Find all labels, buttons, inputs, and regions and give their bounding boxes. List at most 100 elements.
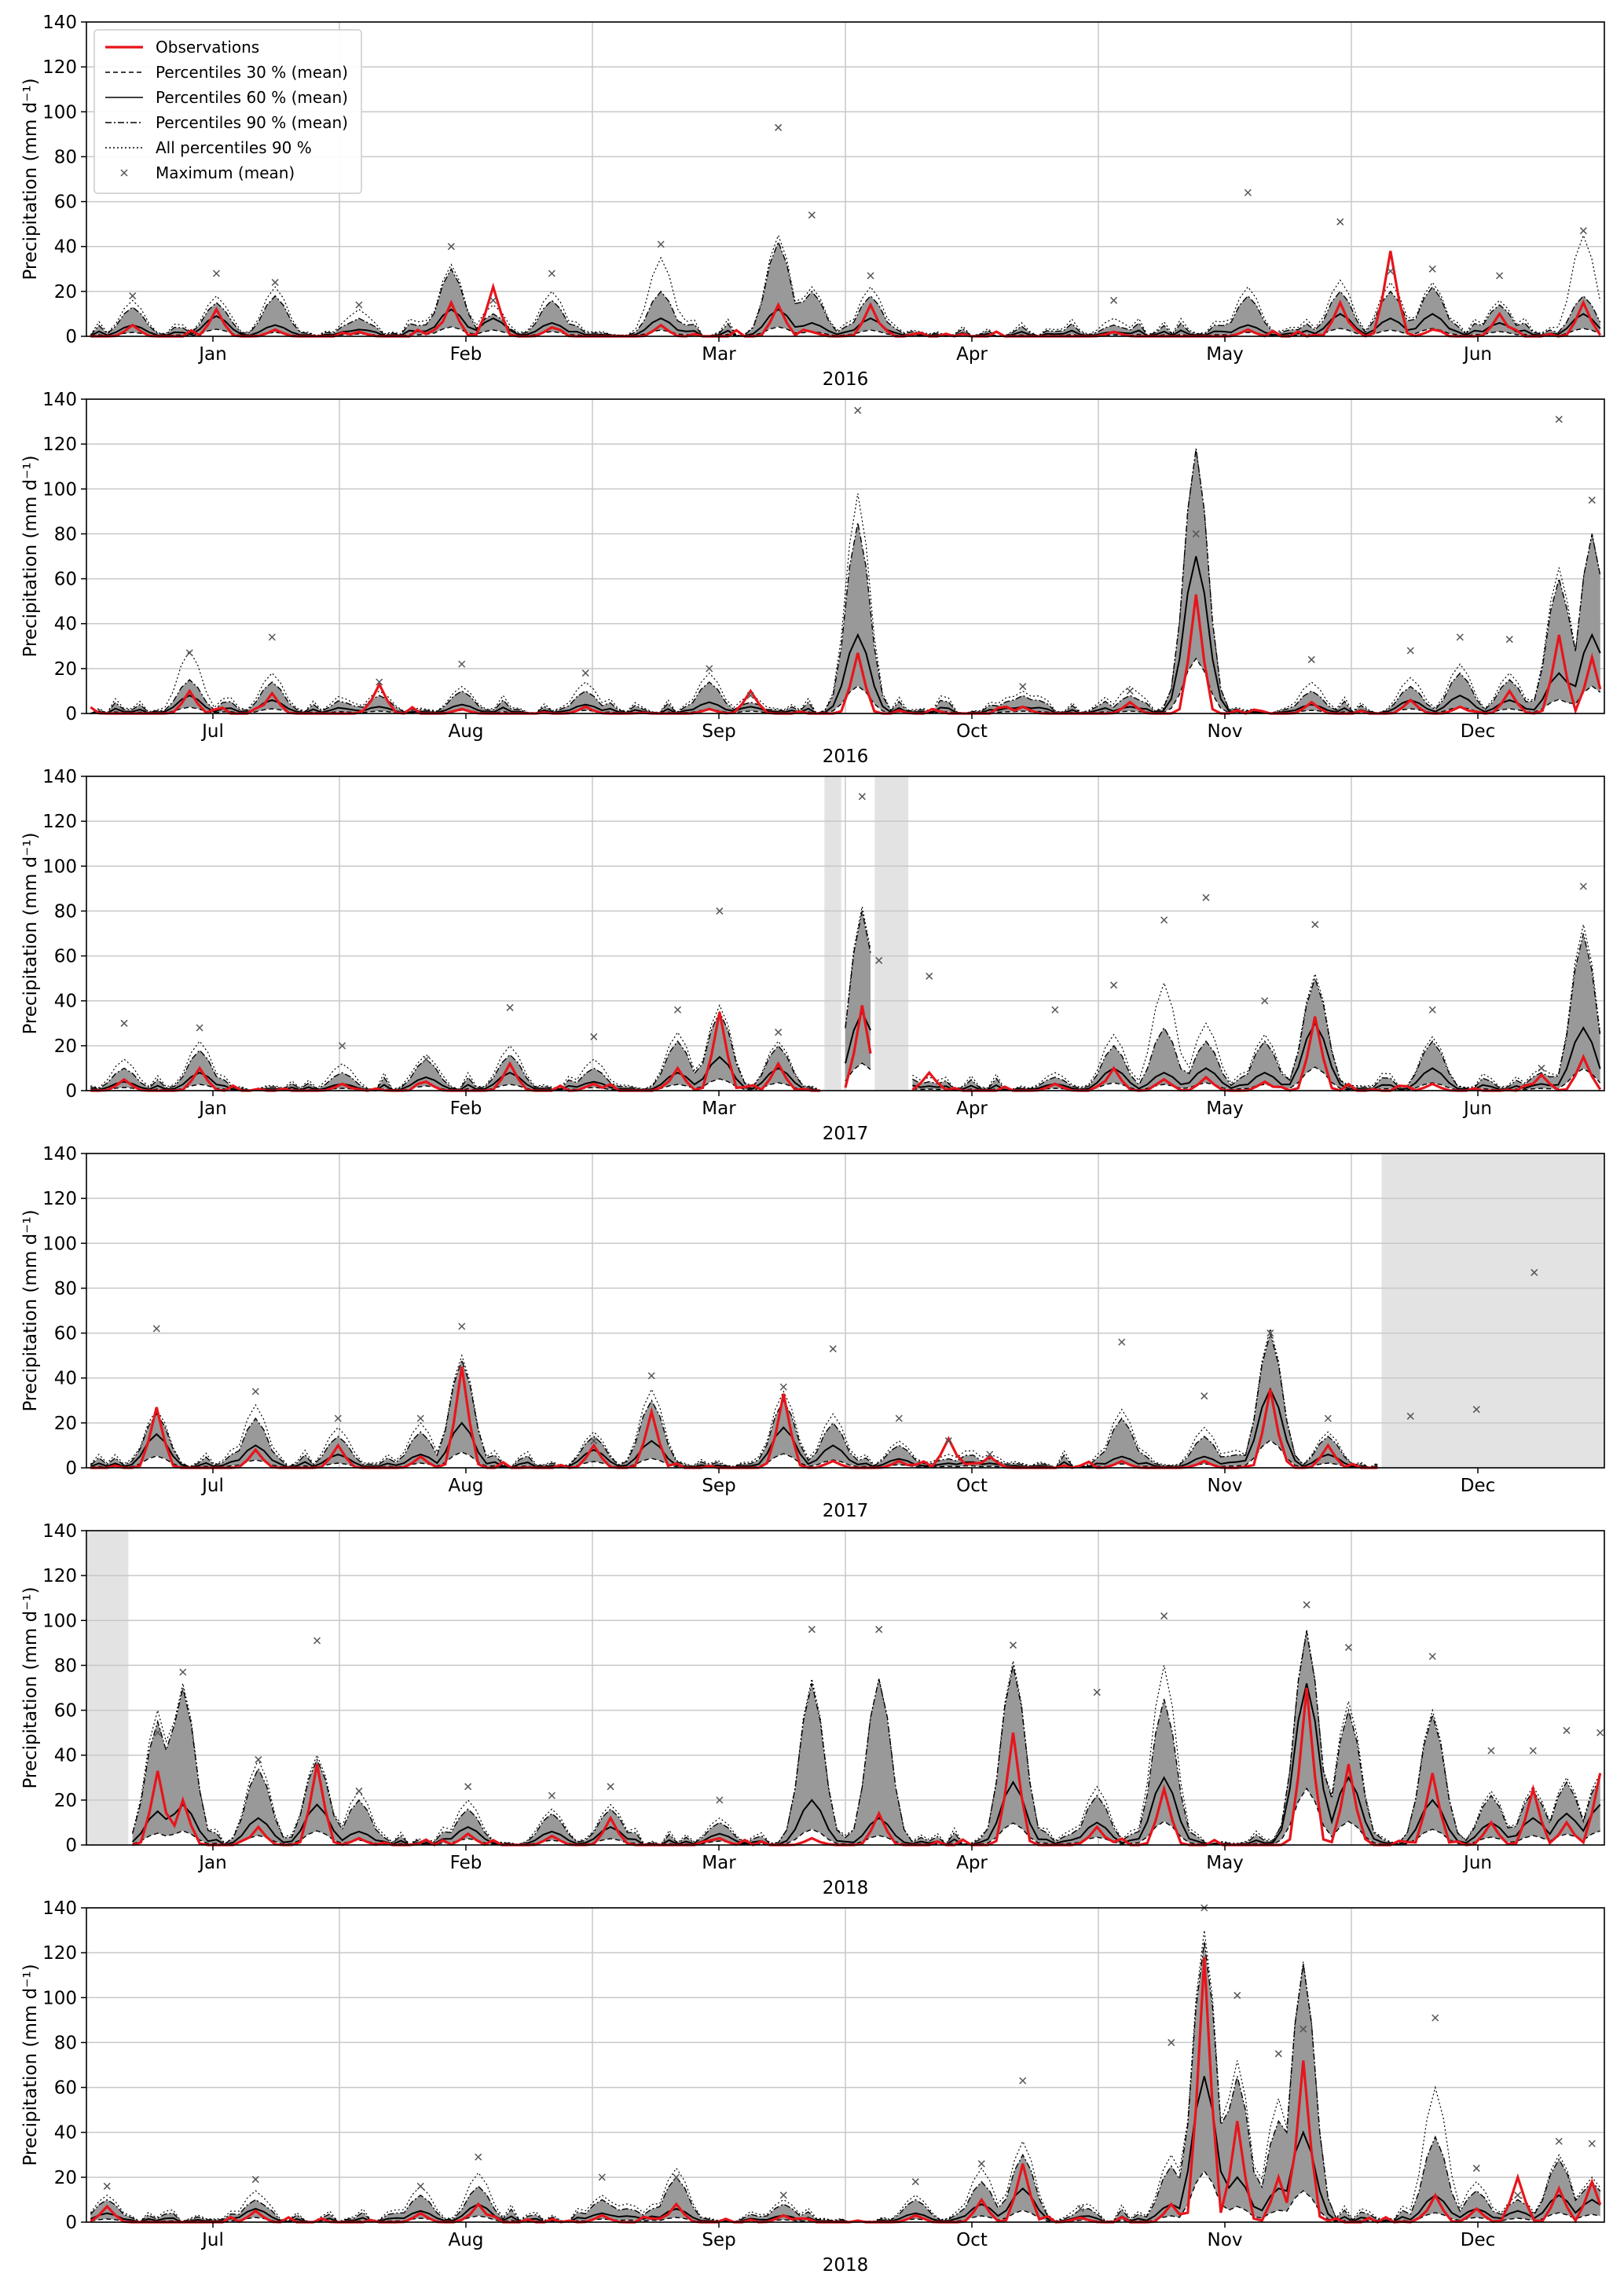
maximum-marker [775,123,783,131]
y-tick-label: 140 [42,1898,77,1919]
missing-data-shade [874,776,909,1091]
chart-panel-3: 0 20 40 60 80 100 120 140 Jan Feb Mar Apr May Jun 2017… [20,767,1605,1144]
maximum-marker [1019,683,1027,691]
plot-frame [86,1153,1605,1469]
y-tick-label: 60 [54,193,77,213]
legend-label: All percentiles 90 % [156,138,312,157]
y-tick-label: 60 [54,2078,77,2099]
x-tick-label: Jul [200,2230,224,2250]
x-tick-label: Jul [200,1476,224,1496]
y-tick-label: 80 [54,901,77,922]
x-axis-label: 2017 [823,1124,869,1144]
maximum-marker [1588,2140,1596,2147]
maximum-marker [1009,1641,1017,1649]
maximum-marker [1202,893,1210,901]
series-percentile-90 [90,1330,1378,1469]
percentile-band [90,242,1600,336]
x-tick-label: Mar [702,344,736,365]
maximum-marker [854,406,862,414]
y-tick-label: 120 [42,1943,77,1964]
maximum-marker [154,1729,162,1737]
y-tick-label: 60 [54,1701,77,1722]
series-percentile-30 [90,326,1600,337]
legend-label: Percentiles 30 % (mean) [156,63,348,82]
maximum-marker [944,1437,952,1445]
maximum-marker [657,240,665,248]
maximum-marker [129,292,137,300]
x-tick-label: Dec [1461,2230,1496,2250]
x-tick-label: Jul [200,721,224,742]
x-tick-label: May [1206,1098,1244,1119]
maximum-marker [1428,1652,1436,1660]
y-tick-label: 60 [54,947,77,967]
legend-label: Observations [156,38,259,57]
maximum-marker [1093,1689,1101,1696]
maximum-marker [1406,647,1414,655]
missing-data-shade [1381,1154,1604,1468]
maximum-marker [1505,636,1513,644]
y-tick-label: 60 [54,570,77,590]
maximum-marker [829,1345,837,1353]
y-axis-label: Precipitation (mm d⁻¹) [20,1586,41,1788]
x-tick-label: Apr [956,344,988,365]
maximum-marker [1406,1412,1414,1420]
legend-label: Percentiles 90 % (mean) [156,113,348,132]
maximum-marker [355,1787,363,1795]
maximum-marker [1387,267,1395,275]
x-axis-label: 2018 [823,2255,869,2276]
series-percentile-60 [90,1387,1378,1469]
maximum-marker [1588,497,1596,504]
x-tick-label: Sep [702,1476,735,1496]
maximum-marker [1324,1414,1332,1422]
y-tick-label: 0 [65,1081,77,1102]
series-percentile-60 [90,556,1601,715]
maximum-marker [1456,633,1464,641]
maximum-marker [1563,1726,1571,1734]
maximum-marker [1344,1644,1352,1652]
y-tick-label: 60 [54,1324,77,1344]
maximum-marker [1307,655,1315,663]
x-tick-label: Mar [702,1853,736,1873]
plot-frame [86,1907,1605,2223]
x-tick-label: Feb [450,1853,482,1873]
plot-frame [86,1530,1605,1846]
y-tick-label: 120 [42,57,77,78]
maximum-marker [506,1003,514,1011]
maximum-marker [548,1792,555,1799]
missing-data-shade [824,776,841,1091]
maximum-marker [271,278,279,286]
maximum-marker [875,1626,883,1634]
series-all-percentiles-90 [90,1930,1601,2223]
y-tick-label: 20 [54,1414,77,1434]
y-tick-label: 120 [42,812,77,832]
maximum-marker [103,2182,111,2190]
y-tick-label: 80 [54,1656,77,1676]
y-tick-label: 100 [42,1988,77,2008]
maximum-marker [1579,882,1587,890]
maximum-marker [464,1783,472,1791]
series-percentile-60 [131,1683,1601,1846]
maximum-marker [1428,265,1436,273]
y-axis-label: Precipitation (mm d⁻¹) [20,1964,41,2166]
percentile-band [90,1012,821,1091]
maximum-marker [1336,218,1344,226]
x-tick-label: Aug [449,721,484,742]
maximum-marker [1555,416,1563,424]
maximum-marker [447,243,455,251]
y-tick-label: 40 [54,1746,77,1766]
maximum-marker [251,2176,259,2184]
y-axis-label: Precipitation (mm d⁻¹) [20,1209,41,1411]
maximum-marker [926,972,933,980]
x-tick-label: Nov [1208,2230,1243,2250]
y-tick-label: 0 [65,704,77,724]
y-tick-label: 80 [54,1278,77,1299]
x-tick-label: Jan [197,1853,226,1873]
plot-frame [86,21,1605,337]
x-tick-label: Oct [956,1476,988,1496]
maximum-marker [598,2173,606,2181]
maximum-marker [339,1042,346,1050]
maximum-marker [1432,2014,1439,2022]
maximum-marker [1110,981,1118,989]
maximum-marker [1126,687,1134,695]
